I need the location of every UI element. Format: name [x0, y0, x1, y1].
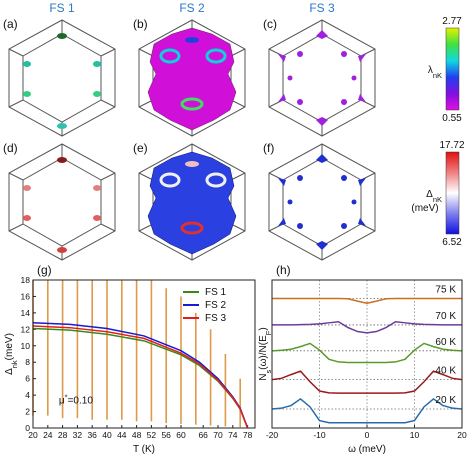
text-part: (ω)/N(E — [258, 335, 269, 370]
y-tick-label: 8 — [25, 357, 30, 367]
text-part: (meV) — [4, 333, 15, 360]
x-tick-label: 28 — [58, 430, 68, 440]
panel-label: (b) — [133, 17, 148, 31]
y-tick-label: 10 — [21, 341, 31, 351]
colorbar-min: 0.55 — [442, 113, 462, 124]
fermi-panel: (c) — [263, 17, 376, 137]
fermi-panel: (a) — [3, 17, 116, 137]
x-tick-label: 52 — [147, 430, 157, 440]
y-tick-label: 18 — [21, 275, 31, 285]
x-tick-label: 20 — [28, 430, 38, 440]
text-part: λ — [428, 65, 433, 76]
x-tick-label: 48 — [132, 430, 142, 440]
series-line — [272, 320, 462, 334]
series-label: 70 K — [435, 311, 456, 322]
series-line — [271, 342, 463, 364]
panel-header: FS 3 — [309, 1, 335, 15]
series-label: 60 K — [435, 337, 456, 348]
series-line — [271, 370, 463, 394]
legend-label: FS 2 — [205, 300, 227, 311]
text-part: Δ — [426, 189, 433, 200]
x-tick-label: -20 — [266, 430, 279, 440]
x-tick-label: 78 — [243, 430, 253, 440]
x-axis-label: ω (meV) — [348, 444, 386, 455]
colorbar-max: 17.72 — [439, 140, 464, 151]
panel-label: (c) — [263, 17, 277, 31]
panel-label: (f) — [263, 141, 274, 155]
x-tick-label: -10 — [313, 430, 326, 440]
text-part: N — [258, 373, 269, 380]
legend-label: FS 3 — [205, 313, 227, 324]
y-axis-label: Δnk(meV) — [4, 333, 19, 375]
colorbar-min: 6.52 — [442, 237, 462, 248]
colorbar-max: 2.77 — [442, 16, 462, 27]
x-tick-label: 56 — [161, 430, 171, 440]
x-tick-label: 24 — [43, 430, 53, 440]
panel-header: FS 1 — [49, 1, 75, 15]
series-label: 20 K — [435, 395, 456, 406]
text-part: ) — [258, 327, 269, 330]
y-tick-label: 16 — [21, 291, 31, 301]
text-part: μ — [59, 395, 65, 406]
text-part: =0.10 — [68, 395, 94, 406]
x-tick-label: 40 — [102, 430, 112, 440]
colorbar-label: ΔnK — [426, 189, 442, 204]
text-part: s — [264, 369, 273, 373]
x-tick-label: 36 — [87, 430, 97, 440]
plot-frame — [271, 279, 463, 429]
series-line — [32, 325, 249, 429]
plot-frame — [32, 279, 256, 429]
text-part: F — [264, 330, 273, 335]
legend-label: FS 1 — [205, 287, 227, 298]
annotation: μ*=0.10 — [59, 392, 93, 407]
series-line — [272, 297, 462, 305]
fermi-panel: (e) — [133, 141, 246, 261]
text-part: nK — [433, 195, 442, 204]
series-label: 40 K — [435, 366, 456, 377]
x-tick-label: 20 — [457, 430, 467, 440]
x-tick-label: 60 — [176, 430, 186, 440]
x-tick-label: 44 — [117, 430, 127, 440]
fermi-panel: (b) — [133, 17, 246, 137]
x-tick-label: 32 — [73, 430, 83, 440]
colorbar — [445, 27, 460, 111]
x-tick-label: 70 — [213, 430, 223, 440]
colorbar-unit: (meV) — [411, 203, 438, 214]
y-tick-label: 6 — [25, 374, 30, 384]
text-part: Δ — [4, 368, 15, 375]
x-tick-label: 10 — [410, 430, 420, 440]
x-axis-label: T (K) — [133, 444, 155, 455]
y-tick-label: 4 — [25, 390, 30, 400]
series-label: 75 K — [435, 285, 456, 296]
y-tick-label: 0 — [25, 423, 30, 433]
x-tick-label: 66 — [198, 430, 208, 440]
y-tick-label: 14 — [21, 308, 31, 318]
panel-label: (g) — [37, 263, 52, 277]
text-part: nk — [10, 360, 19, 368]
panel-label: (e) — [133, 141, 148, 155]
y-axis-label: Ns(ω)/N(EF) — [258, 327, 273, 380]
colorbar — [445, 151, 460, 235]
x-tick-label: 74 — [228, 430, 238, 440]
fermi-panel: (f) — [263, 141, 376, 261]
y-tick-label: 2 — [25, 407, 30, 417]
y-tick-label: 12 — [21, 324, 31, 334]
panel-header: FS 2 — [179, 1, 205, 15]
panel-label: (a) — [3, 17, 18, 31]
panel-label: (h) — [276, 263, 291, 277]
text-part: nK — [433, 71, 442, 80]
series-line — [32, 322, 249, 429]
fermi-panel: (d) — [3, 141, 116, 261]
x-tick-label: 0 — [365, 430, 370, 440]
series-line — [271, 397, 463, 424]
text-part: * — [65, 392, 68, 401]
panel-label: (d) — [3, 141, 18, 155]
colorbar-label: λnK — [428, 65, 442, 80]
